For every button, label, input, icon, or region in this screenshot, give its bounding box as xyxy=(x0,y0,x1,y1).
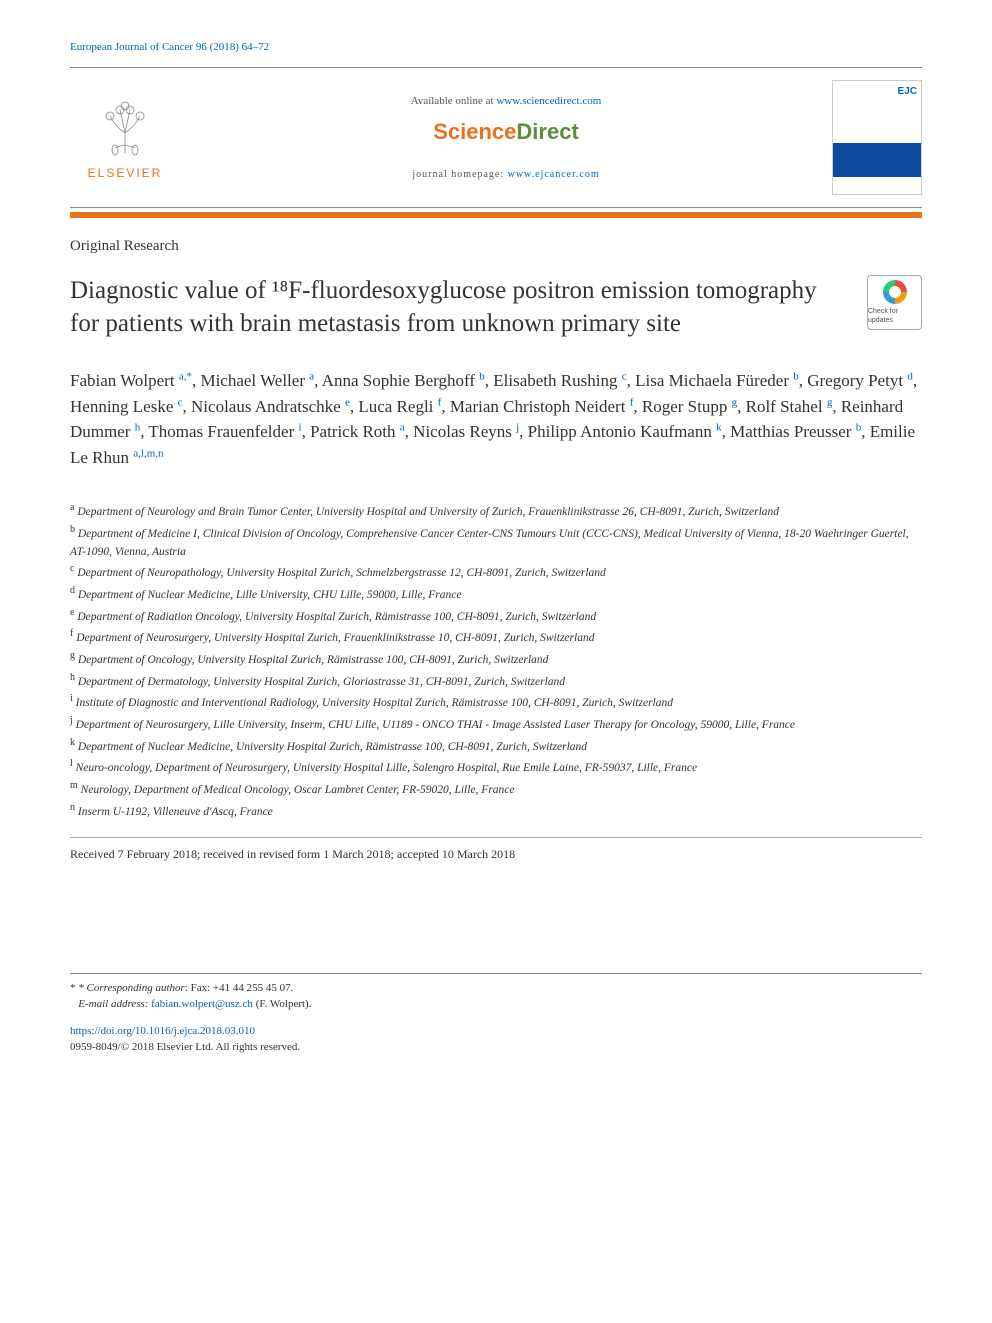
affiliation-item: f Department of Neurosurgery, University… xyxy=(70,626,922,648)
affiliation-item: b Department of Medicine I, Clinical Div… xyxy=(70,522,922,561)
header-center: Available online at www.sciencedirect.co… xyxy=(180,94,832,182)
check-updates-badge[interactable]: Check for updates xyxy=(867,275,922,330)
affiliation-item: d Department of Nuclear Medicine, Lille … xyxy=(70,583,922,605)
affiliation-item: e Department of Radiation Oncology, Univ… xyxy=(70,605,922,627)
available-online-text: Available online at www.sciencedirect.co… xyxy=(180,94,832,109)
homepage-prefix: journal homepage: xyxy=(412,169,507,180)
corresponding-author-note: * * Corresponding author: Fax: +41 44 25… xyxy=(70,980,922,997)
email-line: E-mail address: fabian.wolpert@usz.ch (F… xyxy=(70,996,922,1013)
article-title: Diagnostic value of ¹⁸F-fluordesoxygluco… xyxy=(70,275,847,340)
affiliation-item: k Department of Nuclear Medicine, Univer… xyxy=(70,735,922,757)
publisher-header: ELSEVIER Available online at www.science… xyxy=(70,67,922,208)
affiliation-item: c Department of Neuropathology, Universi… xyxy=(70,561,922,583)
journal-cover-thumbnail[interactable]: EJC xyxy=(832,80,922,195)
copyright-line: 0959-8049/© 2018 Elsevier Ltd. All right… xyxy=(70,1039,922,1056)
affiliations-list: a Department of Neurology and Brain Tumo… xyxy=(70,500,922,821)
email-suffix: (F. Wolpert). xyxy=(253,998,312,1010)
elsevier-wordmark: ELSEVIER xyxy=(88,165,163,182)
affiliation-item: m Neurology, Department of Medical Oncol… xyxy=(70,778,922,800)
accent-bar xyxy=(70,212,922,218)
elsevier-tree-icon xyxy=(90,93,160,163)
corr-label: * * Corresponding author xyxy=(70,982,185,994)
homepage-link[interactable]: www.ejcancer.com xyxy=(508,169,600,180)
article-dates: Received 7 February 2018; received in re… xyxy=(70,837,922,863)
corr-text: : Fax: +41 44 255 45 07. xyxy=(185,982,294,994)
footnotes: * * Corresponding author: Fax: +41 44 25… xyxy=(70,973,922,1056)
available-prefix: Available online at xyxy=(411,95,497,107)
corresponding-email[interactable]: fabian.wolpert@usz.ch xyxy=(151,998,253,1010)
sd-science: Science xyxy=(433,119,516,144)
affiliation-item: j Department of Neurosurgery, Lille Univ… xyxy=(70,713,922,735)
check-updates-label: Check for updates xyxy=(868,307,921,327)
crossmark-icon xyxy=(883,280,907,304)
sd-direct: Direct xyxy=(516,119,578,144)
sciencedirect-logo[interactable]: ScienceDirect xyxy=(180,117,832,148)
affiliation-item: n Inserm U-1192, Villeneuve d'Ascq, Fran… xyxy=(70,800,922,822)
affiliation-item: g Department of Oncology, University Hos… xyxy=(70,648,922,670)
authors-list: Fabian Wolpert a,*, Michael Weller a, An… xyxy=(70,368,922,470)
affiliation-item: l Neuro-oncology, Department of Neurosur… xyxy=(70,756,922,778)
doi-link[interactable]: https://doi.org/10.1016/j.ejca.2018.03.0… xyxy=(70,1023,922,1040)
affiliation-item: i Institute of Diagnostic and Interventi… xyxy=(70,691,922,713)
affiliation-item: a Department of Neurology and Brain Tumo… xyxy=(70,500,922,522)
article-type: Original Research xyxy=(70,236,922,257)
elsevier-logo[interactable]: ELSEVIER xyxy=(70,93,180,182)
journal-reference: European Journal of Cancer 96 (2018) 64–… xyxy=(70,40,922,55)
cover-badge: EJC xyxy=(898,85,917,99)
affiliation-item: h Department of Dermatology, University … xyxy=(70,670,922,692)
email-label: E-mail address: xyxy=(78,998,148,1010)
homepage-text: journal homepage: www.ejcancer.com xyxy=(180,168,832,182)
sciencedirect-link[interactable]: www.sciencedirect.com xyxy=(496,95,601,107)
